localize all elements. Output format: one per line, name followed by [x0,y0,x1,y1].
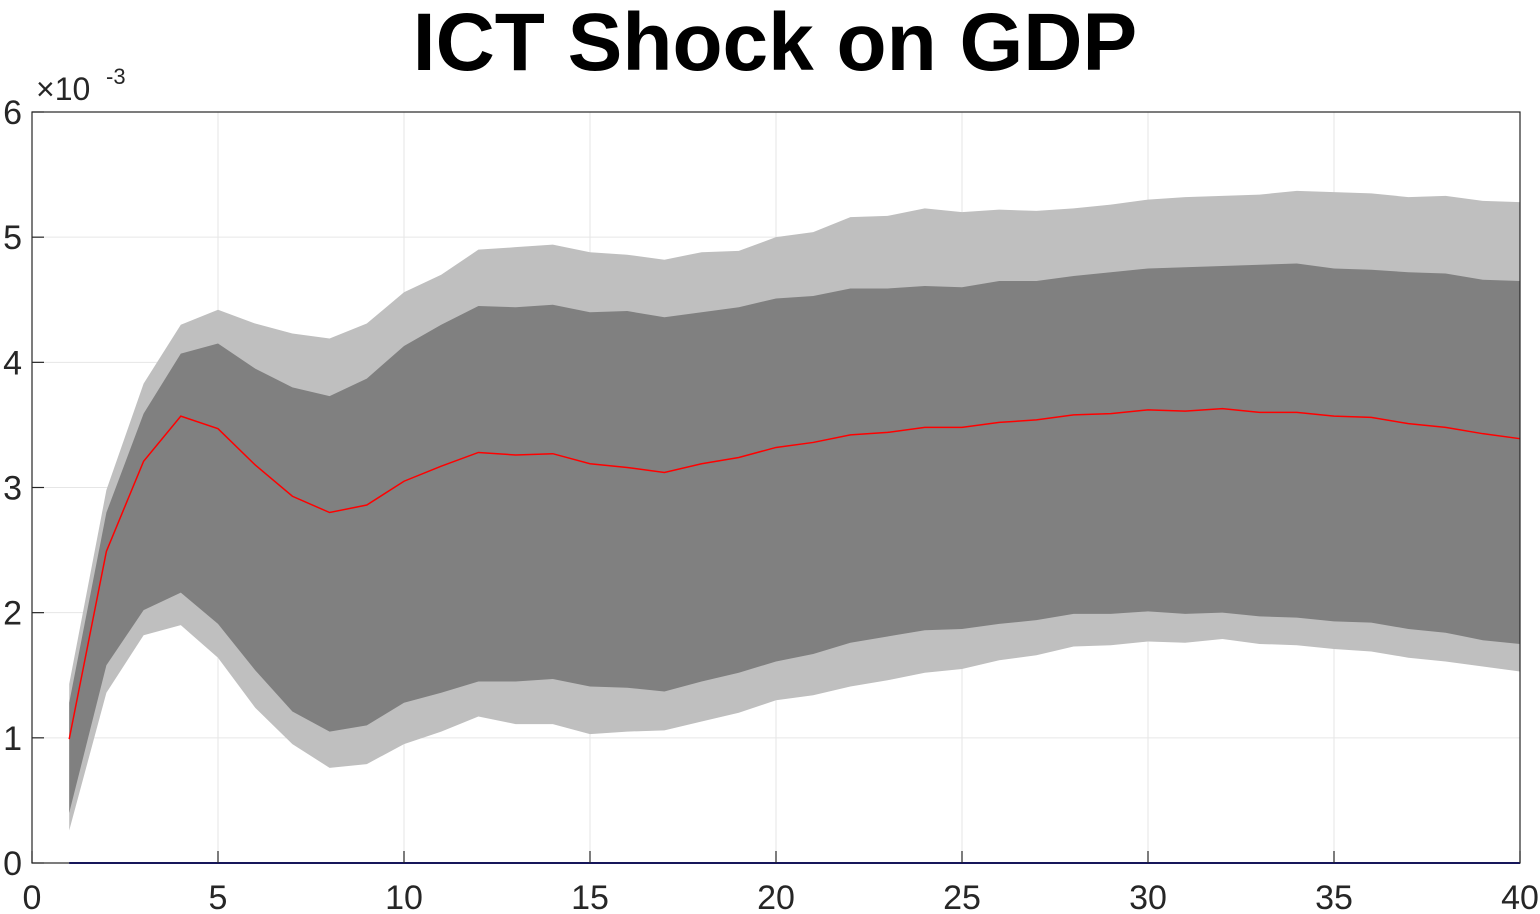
x-tick-label-20: 20 [757,879,795,914]
bands-layer [69,190,1521,831]
x-tick-label-0: 0 [23,879,42,914]
x-tick-label-30: 30 [1129,879,1167,914]
x-tick-label-15: 15 [571,879,609,914]
y-tick-label-3: 3 [3,470,22,508]
x-tick-label-5: 5 [209,879,228,914]
ticks-layer: 0 5 10 15 20 25 30 35 40 0 1 2 3 4 5 6 [3,94,1539,914]
x-tick-label-25: 25 [943,879,981,914]
x-tick-label-40: 40 [1501,879,1539,914]
axes-layer [31,111,1521,864]
y-tick-label-6: 6 [3,94,22,132]
median-response-line [68,407,1521,740]
x-tick-label-10: 10 [385,879,423,914]
chart-title: ICT Shock on GDP [413,0,1137,88]
y-exponent-label: ×10 -3 [36,64,126,107]
y-exponent-power: -3 [106,64,126,89]
y-tick-label-1: 1 [3,720,22,758]
y-tick-label-4: 4 [3,344,22,382]
inner-confidence-band [69,263,1521,813]
y-tick-label-5: 5 [3,219,22,257]
x-tick-label-35: 35 [1315,879,1353,914]
y-tick-label-2: 2 [3,595,22,633]
y-exponent-base: ×10 [36,71,90,107]
y-tick-label-0: 0 [3,845,22,883]
